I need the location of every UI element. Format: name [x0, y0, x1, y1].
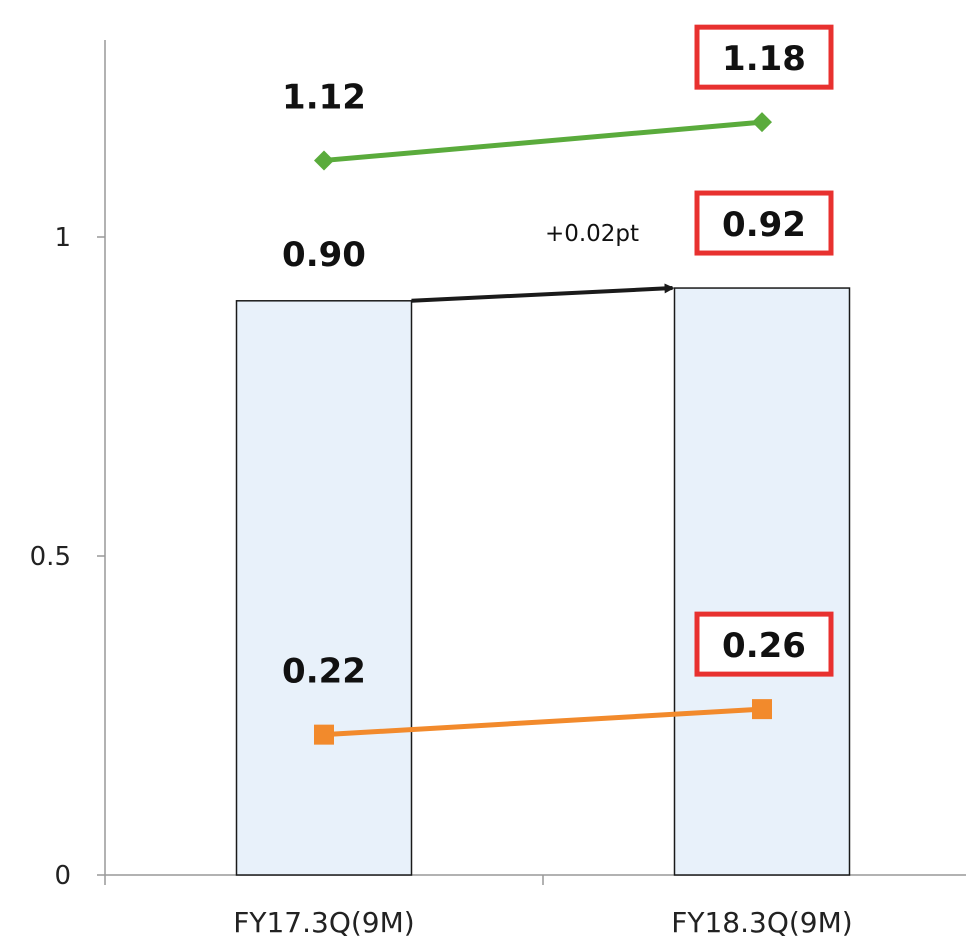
highlight-box [694, 611, 834, 677]
highlight-box [694, 24, 834, 90]
axes: 0 0.5 1 FY17.3Q(9M) FY18.3Q(9M) [30, 40, 966, 939]
bars [235, 287, 851, 876]
bar [235, 300, 413, 876]
series-line [323, 706, 763, 738]
bar [673, 287, 851, 876]
value-labels: 0.90 0.92 1.12 1.18 0.22 0.26 [282, 24, 834, 692]
y-tick-label: 1 [54, 223, 71, 253]
data-label: 0.22 [282, 652, 366, 692]
change-arrow [411, 283, 675, 303]
x-tick-label: FY17.3Q(9M) [233, 906, 414, 939]
data-label: 0.92 [722, 205, 806, 245]
change-label: +0.02pt [545, 221, 639, 247]
highlight-box [694, 190, 834, 256]
data-label: 0.26 [722, 626, 806, 666]
data-label: 1.18 [722, 39, 806, 79]
y-tick-label: 0.5 [30, 542, 71, 572]
data-point [314, 724, 334, 745]
data-point [752, 699, 772, 720]
series-line [323, 119, 763, 163]
annotations: +0.02pt [411, 221, 675, 303]
data-point [314, 150, 334, 171]
x-tick-label: FY18.3Q(9M) [671, 906, 852, 939]
data-label: 0.90 [282, 235, 366, 275]
data-point [752, 112, 772, 133]
y-tick-label: 0 [54, 861, 71, 891]
series-lines [314, 112, 772, 745]
data-label: 1.12 [282, 77, 366, 117]
